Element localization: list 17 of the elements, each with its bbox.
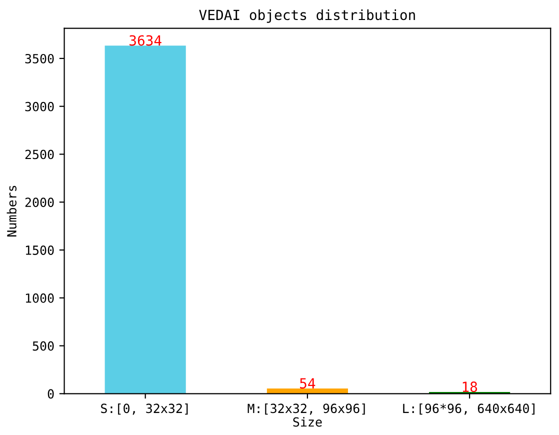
y-axis-title: Numbers — [6, 186, 16, 236]
data-label: 54 — [300, 378, 316, 389]
data-label: 3634 — [130, 35, 162, 46]
x-tick-label: M:[32x32, 96x96] — [248, 403, 365, 415]
x-axis-title: Size — [293, 417, 322, 427]
y-tick-label: 3000 — [25, 102, 54, 112]
y-tick-label: 1000 — [26, 293, 54, 303]
y-tick-label: 1500 — [26, 246, 54, 255]
y-tick-label: 500 — [32, 341, 54, 351]
chart-title: VEDAI objects distribution — [199, 9, 415, 23]
y-tick-label: 0 — [48, 389, 54, 399]
x-tick-label: L:[96*96, 640x640] — [403, 403, 534, 415]
y-tick-label: 2500 — [25, 150, 54, 160]
x-tick-label: S:[0, 32x32] — [101, 403, 188, 415]
y-tick-label: 3500 — [25, 54, 54, 64]
data-label: 18 — [462, 382, 478, 392]
y-tick-label: 2000 — [25, 198, 54, 208]
